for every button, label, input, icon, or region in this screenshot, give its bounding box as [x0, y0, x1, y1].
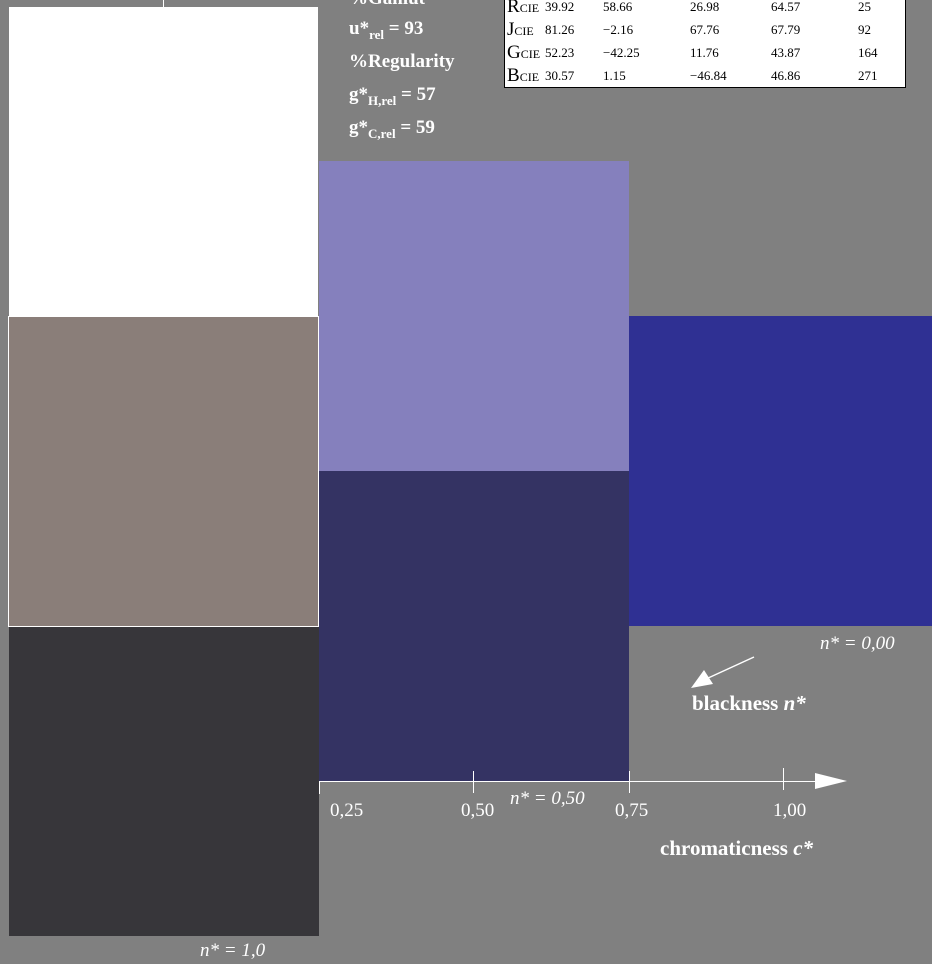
- cie-table-row: BCIE 30.57 1.15 −46.84 46.86 271: [505, 64, 906, 88]
- cie-cell-v1: 81.26: [545, 21, 575, 37]
- tick-label-075: 0,75: [615, 800, 649, 821]
- cie-cell-v1: 52.23: [545, 44, 575, 60]
- cie-cell-v5: 271: [858, 67, 878, 83]
- cie-cell-v2: 58.66: [603, 0, 633, 14]
- cie-cell-v4: 64.57: [771, 0, 801, 14]
- blackness-arrow-icon: [691, 656, 755, 688]
- cie-cell-v3: −46.84: [690, 67, 727, 83]
- cie-cell-v2: −42.25: [603, 44, 640, 60]
- cie-table-row: GCIE 52.23 −42.25 11.76 43.87 164: [505, 41, 906, 64]
- tick-label-025: 0,25: [330, 800, 364, 821]
- cie-cell-v1: 30.57: [545, 67, 575, 83]
- axis-tick-100: [783, 768, 784, 790]
- cie-cell-v1: 39.92: [545, 0, 575, 14]
- axis-tick-075: [629, 771, 630, 793]
- cie-table-row: RCIE 39.92 58.66 26.98 64.57 25: [505, 0, 906, 18]
- cie-table-row: JCIE 81.26 −2.16 67.76 67.79 92: [505, 18, 906, 41]
- gamut-label: %Gamut: [349, 0, 425, 10]
- axis-arrow-head: [815, 773, 847, 789]
- cie-cell-v3: 67.76: [690, 21, 720, 37]
- cie-row-label: BCIE: [507, 64, 540, 86]
- gC-rel-stat: g*C,rel = 59: [349, 117, 435, 141]
- n-10-label: n* = 1,0: [200, 940, 266, 961]
- cie-cell-v5: 164: [858, 44, 878, 60]
- patch-black: [9, 627, 319, 936]
- gH-rel-stat: g*H,rel = 57: [349, 84, 436, 108]
- patch-white: [9, 7, 318, 316]
- cie-cell-v4: 46.86: [771, 67, 801, 83]
- cie-cell-v3: 26.98: [690, 0, 720, 14]
- cie-cell-v3: 11.76: [690, 44, 719, 60]
- top-tick-line: [163, 0, 164, 7]
- cie-cell-v5: 92: [858, 21, 871, 37]
- cie-cell-v2: −2.16: [603, 21, 634, 37]
- patch-dark-violet: [319, 471, 629, 781]
- n-050-label: n* = 0,50: [510, 788, 585, 809]
- chroma-axis-line: [319, 781, 827, 782]
- tick-label-100: 1,00: [773, 800, 807, 821]
- patch-blue: [629, 316, 932, 626]
- cie-cell-v4: 43.87: [771, 44, 801, 60]
- blackness-axis-title: blackness n*: [692, 691, 806, 715]
- u-rel-stat: u*rel = 93: [349, 18, 424, 42]
- cie-cell-v5: 25: [858, 0, 871, 14]
- patch-light-violet: [319, 161, 629, 471]
- axis-tick-025: [319, 782, 320, 794]
- cie-row-label: GCIE: [507, 41, 541, 63]
- cie-data-table: RCIE 39.92 58.66 26.98 64.57 25 JCIE 81.26 −2.16…: [504, 0, 906, 88]
- chromaticness-axis-title: chromaticness c*: [660, 836, 814, 860]
- cie-cell-v2: 1.15: [603, 67, 626, 83]
- patch-grey: [8, 316, 319, 627]
- cie-row-label: RCIE: [507, 0, 540, 17]
- regularity-label: %Regularity: [349, 51, 455, 72]
- cie-cell-v4: 67.79: [771, 21, 801, 37]
- n-000-label: n* = 0,00: [820, 633, 895, 654]
- tick-label-050: 0,50: [461, 800, 495, 821]
- axis-tick-050: [473, 771, 474, 793]
- cie-row-label: JCIE: [507, 18, 534, 40]
